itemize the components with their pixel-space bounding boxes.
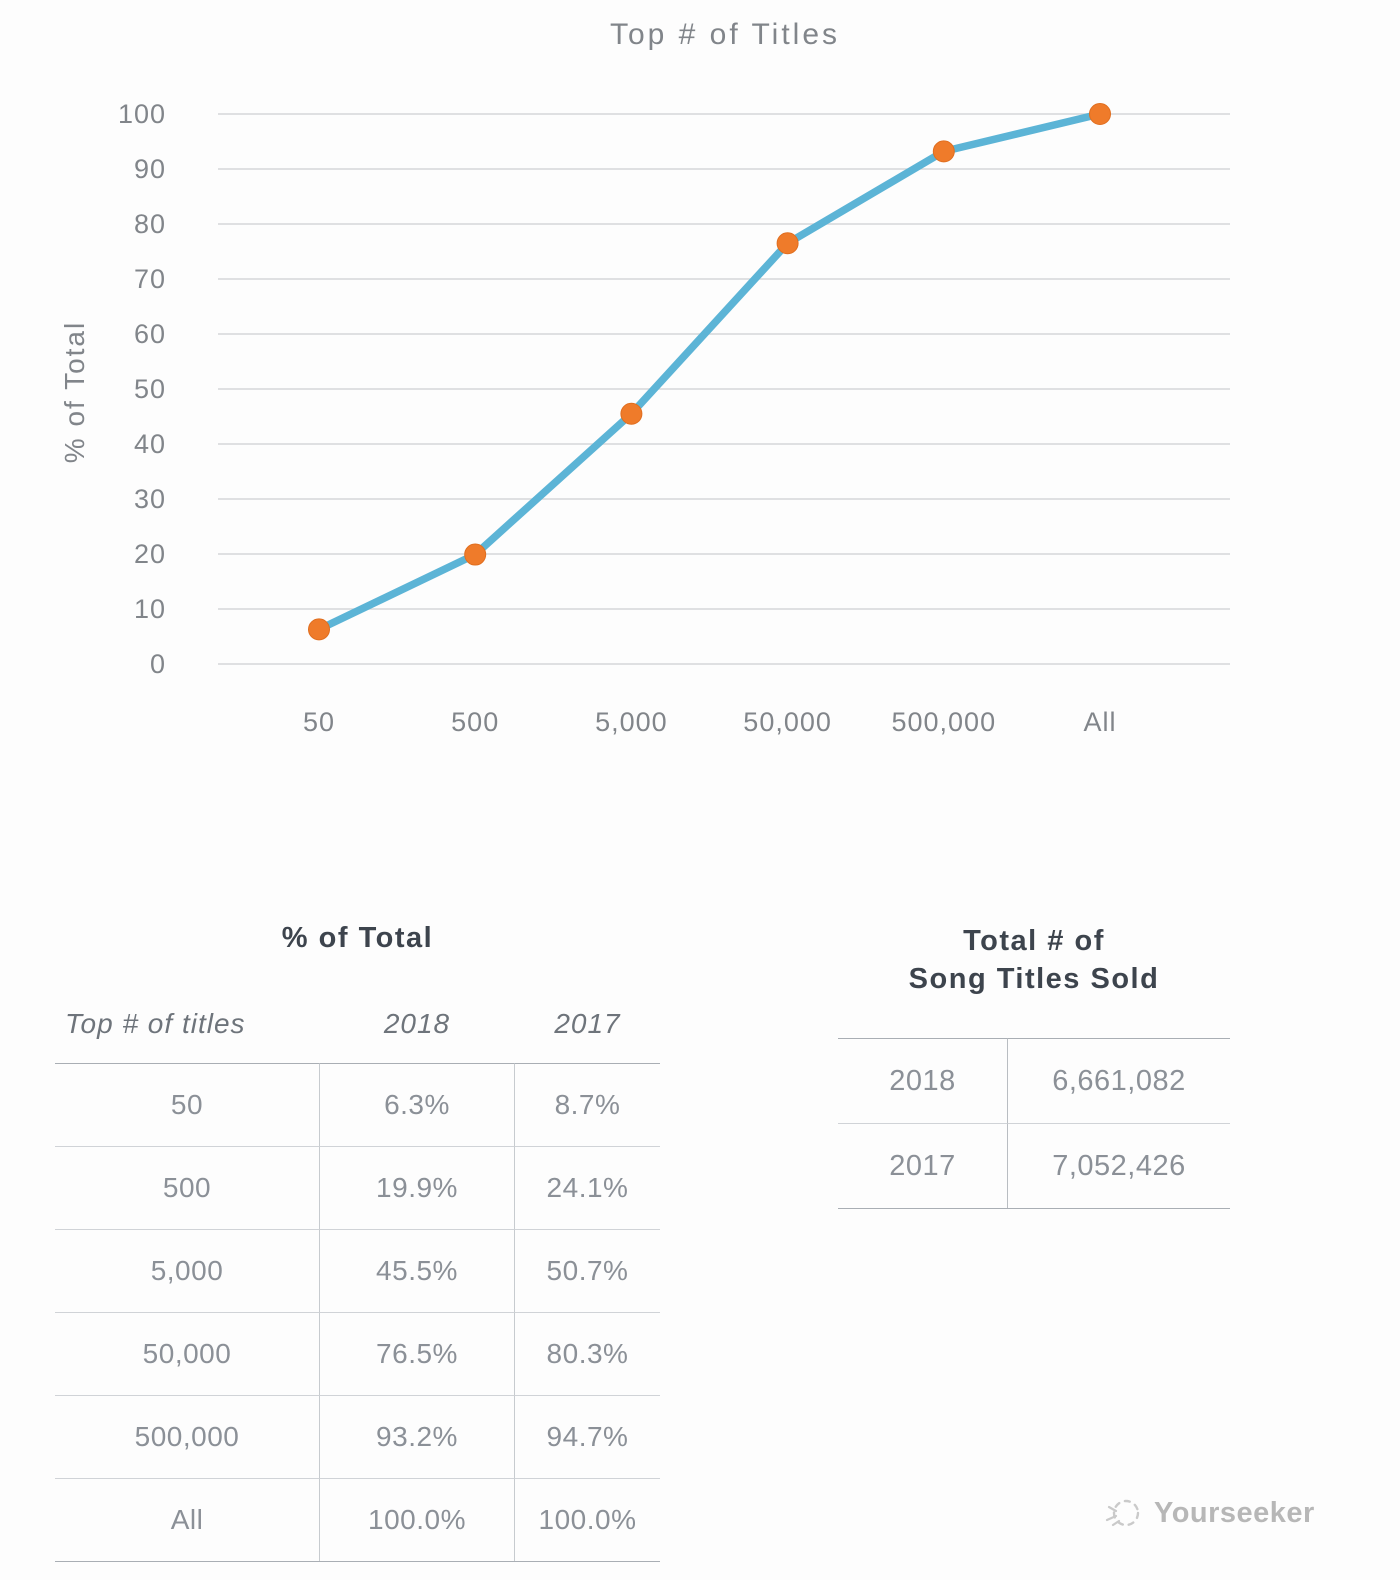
percent-value-cell: 100.0%	[515, 1478, 660, 1561]
data-point-marker	[308, 618, 330, 641]
sold-table-title-line: Total # of	[963, 925, 1105, 957]
column-header: 2017	[554, 1008, 621, 1039]
y-tick-label: 70	[134, 264, 166, 294]
x-tick-label: 50	[303, 707, 335, 737]
percent-value-cell: 94.7%	[515, 1395, 660, 1478]
y-tick-label: 20	[134, 539, 166, 569]
x-tick-label: 5,000	[595, 707, 668, 737]
series-line	[315, 110, 1104, 634]
data-point-marker	[932, 140, 955, 163]
song-titles-sold-table: Total # of Song Titles Sold 2018 6,661,08…	[838, 922, 1230, 1209]
watermark-label: Yourseeker	[1154, 1496, 1315, 1529]
y-tick-label: 90	[134, 154, 166, 184]
line-chart-plot: 0 10 20 30 40 50 60 70 80 90 100 50 500 5,000 50,000 50…	[118, 99, 1230, 737]
percent-value-cell: 50.7%	[515, 1229, 660, 1312]
row-label: All	[55, 1478, 319, 1561]
percent-value-cell: 24.1%	[515, 1146, 660, 1229]
row-label: 500,000	[55, 1395, 319, 1478]
percent-table-grid: Top # of titles 2018 2017 50 6.3% 8.7% 500 19.9…	[55, 985, 660, 1562]
data-point-marker	[1089, 103, 1111, 125]
y-tick-label: 100	[118, 99, 166, 129]
data-point-marker	[464, 543, 487, 566]
year-cell: 2018	[838, 1038, 1007, 1123]
percent-value-cell: 19.9%	[319, 1146, 515, 1229]
y-tick-label: 50	[134, 374, 166, 404]
data-point-marker	[776, 232, 799, 255]
percent-of-total-table: % of Total Top # of titles 2018 2017 50 6.3%…	[55, 922, 660, 1562]
year-cell: 2017	[838, 1123, 1007, 1208]
percent-value-cell: 76.5%	[319, 1312, 515, 1395]
percent-value-cell: 93.2%	[319, 1395, 515, 1478]
percent-value-cell: 8.7%	[515, 1063, 660, 1146]
percent-table-title: % of Total	[281, 922, 434, 954]
total-sold-cell: 7,052,426	[1007, 1123, 1230, 1208]
percent-value-cell: 45.5%	[319, 1229, 515, 1312]
x-tick-label: 500	[451, 707, 499, 737]
column-header: 2018	[383, 1008, 451, 1039]
y-tick-label: 80	[134, 209, 166, 239]
y-tick-label: 10	[134, 594, 166, 624]
total-sold-cell: 6,661,082	[1007, 1038, 1230, 1123]
row-label: 50,000	[55, 1312, 319, 1395]
y-tick-label: 40	[134, 429, 166, 459]
yourseeker-logo-icon	[1105, 1499, 1140, 1527]
watermark: Yourseeker	[1102, 1492, 1315, 1534]
x-tick-label: All	[1083, 707, 1116, 737]
percent-value-cell: 80.3%	[515, 1312, 660, 1395]
sold-table-title-line: Song Titles Sold	[908, 963, 1160, 995]
x-tick-label: 50,000	[743, 707, 832, 737]
row-label: 50	[55, 1063, 319, 1146]
column-header: Top # of titles	[65, 1008, 246, 1039]
percent-value-cell: 6.3%	[319, 1063, 515, 1146]
row-label: 500	[55, 1146, 319, 1229]
row-label: 5,000	[55, 1229, 319, 1312]
x-tick-label: 500,000	[891, 707, 996, 737]
y-tick-label: 0	[150, 649, 166, 679]
percent-value-cell: 100.0%	[319, 1478, 515, 1561]
line-chart-section: Top # of Titles % of Total 0 10 20 30 40 50 60…	[59, 18, 1230, 737]
sold-table-title: Total # of Song Titles Sold	[838, 922, 1230, 998]
data-point-marker	[620, 402, 643, 425]
y-tick-label: 60	[134, 319, 166, 349]
y-tick-label: 30	[134, 484, 166, 514]
sold-table-grid: 2018 6,661,082 2017 7,052,426	[838, 1038, 1230, 1209]
chart-title: Top # of Titles	[609, 18, 841, 51]
